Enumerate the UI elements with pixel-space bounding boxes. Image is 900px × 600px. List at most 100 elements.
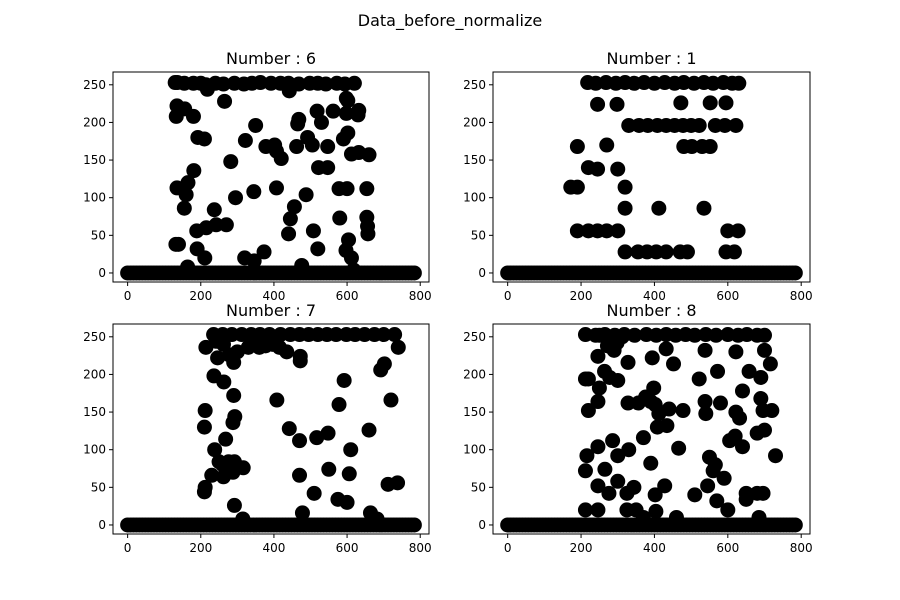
data-point: [569, 139, 585, 155]
x-tick-label: 800: [409, 289, 432, 303]
data-point: [228, 190, 244, 206]
data-point: [675, 403, 691, 419]
data-point: [390, 339, 406, 355]
y-tick-label: 0: [478, 518, 486, 532]
data-point: [176, 200, 192, 216]
x-tick-label: 0: [124, 541, 132, 555]
data-point: [273, 151, 289, 167]
x-tick-label: 200: [570, 541, 593, 555]
data-point: [697, 342, 713, 358]
data-point: [338, 105, 354, 121]
data-point: [318, 76, 334, 92]
data-point: [753, 391, 769, 407]
x-tick-label: 400: [262, 541, 285, 555]
data-point: [269, 392, 285, 408]
data-point: [376, 327, 392, 343]
data-point: [684, 139, 700, 155]
scatter-markers: [120, 75, 422, 281]
data-point: [268, 180, 284, 196]
data-point: [691, 371, 707, 387]
y-tick-label: 50: [471, 480, 486, 494]
data-point: [635, 509, 651, 525]
data-point: [658, 341, 674, 357]
data-point: [325, 103, 341, 119]
y-tick-label: 150: [463, 153, 486, 167]
data-point: [310, 241, 326, 257]
data-point: [196, 484, 212, 500]
data-point: [359, 181, 375, 197]
data-point: [235, 511, 251, 527]
y-tick-label: 0: [478, 266, 486, 280]
data-point: [341, 232, 357, 248]
data-point: [610, 372, 626, 388]
data-point: [569, 179, 585, 195]
data-point: [579, 448, 595, 464]
y-tick-label: 150: [83, 153, 106, 167]
y-tick-label: 200: [83, 115, 106, 129]
data-point: [753, 369, 769, 385]
data-point: [718, 95, 734, 111]
data-point: [361, 422, 377, 438]
data-point: [256, 244, 272, 260]
data-point: [643, 455, 659, 471]
data-point: [332, 210, 348, 226]
data-point: [248, 117, 264, 133]
data-point: [617, 200, 633, 216]
data-point: [620, 354, 636, 370]
data-point: [617, 244, 633, 260]
data-point: [671, 440, 687, 456]
data-point: [292, 433, 308, 449]
data-point: [651, 200, 667, 216]
x-tick-label: 0: [504, 289, 512, 303]
data-point: [757, 342, 773, 358]
data-point: [180, 175, 196, 191]
data-point: [343, 250, 359, 266]
x-tick-label: 800: [790, 289, 813, 303]
data-point: [730, 223, 746, 239]
data-point: [590, 348, 606, 364]
data-point: [731, 75, 747, 91]
data-point: [738, 491, 754, 507]
subplot-title: Number : 6: [226, 49, 316, 68]
data-point: [291, 111, 307, 127]
data-point: [237, 132, 253, 148]
data-point: [577, 463, 593, 479]
data-point: [387, 327, 403, 343]
data-point: [609, 96, 625, 112]
data-point: [687, 487, 703, 503]
data-point: [590, 394, 606, 410]
data-point: [644, 350, 660, 366]
data-point: [657, 478, 673, 494]
data-point: [197, 250, 213, 266]
axes-frame: [492, 323, 811, 535]
data-point: [590, 96, 606, 112]
subplot-3: 0 200 400 600 800 0 50 100 150 200 250 Number : 7: [83, 301, 432, 555]
x-tick-label: 600: [716, 289, 739, 303]
data-point: [321, 461, 337, 477]
subplot-1: 0 200 400 600 800 0 50 100 150 200 250 Number : 6: [83, 49, 432, 303]
y-tick-label: 250: [463, 330, 486, 344]
data-point: [339, 181, 355, 197]
y-tick-label: 150: [83, 405, 106, 419]
data-point: [717, 117, 733, 133]
data-point: [720, 502, 736, 518]
data-point: [294, 505, 310, 521]
data-point: [197, 403, 213, 419]
data-point: [168, 108, 184, 124]
data-point: [206, 202, 222, 218]
data-point: [207, 442, 223, 458]
data-point: [580, 371, 596, 387]
data-point: [590, 161, 606, 177]
y-tick-label: 0: [98, 266, 106, 280]
data-point: [281, 83, 297, 99]
data-point: [383, 392, 399, 408]
data-point: [340, 93, 356, 109]
data-point: [707, 457, 723, 473]
subplot-title: Number : 1: [606, 49, 696, 68]
data-point: [620, 395, 636, 411]
data-point: [668, 509, 684, 525]
y-tick-label: 100: [83, 443, 106, 457]
subplot-title: Number : 8: [606, 301, 696, 320]
